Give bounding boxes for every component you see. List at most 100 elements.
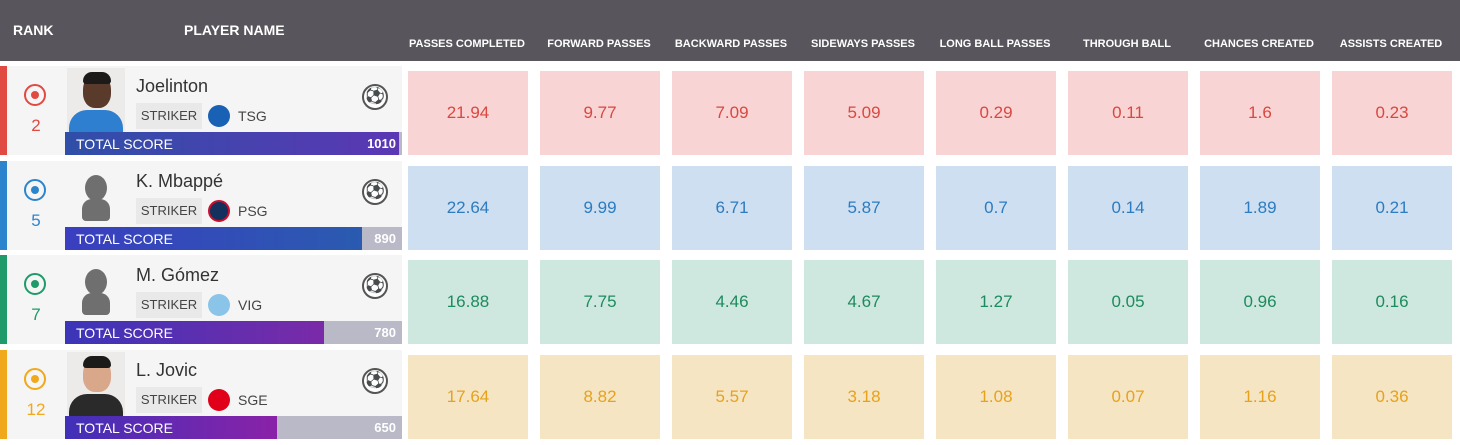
column-header-backward-passes[interactable]: BACKWARD PASSES (674, 38, 788, 50)
stat-chances-created: 1.6 (1200, 71, 1320, 155)
total-score-value: 650 (374, 420, 396, 435)
total-score-fill (65, 132, 399, 155)
rank-cell: 5 (0, 161, 65, 250)
target-icon (24, 84, 46, 106)
club-name: PSG (238, 203, 268, 219)
psg-logo-icon (208, 200, 230, 222)
stat-forward-passes: 8.82 (540, 355, 660, 439)
total-score-fill (65, 416, 278, 439)
rank-column-header: RANK (13, 22, 54, 38)
stat-chances-created: 1.16 (1200, 355, 1320, 439)
player-name-column-header: PLAYER NAME (184, 22, 285, 38)
total-score-value: 1010 (367, 136, 396, 151)
rank-cell: 7 (0, 255, 65, 344)
stat-backward-passes: 5.57 (672, 355, 792, 439)
target-icon (24, 273, 46, 295)
stat-passes-completed: 21.94 (408, 71, 528, 155)
total-score-bar: TOTAL SCORE 890 (65, 227, 402, 250)
player-cell[interactable]: K. Mbappé STRIKER PSG ⚽ TOTAL SCORE 890 (65, 161, 402, 250)
total-score-bar: TOTAL SCORE 650 (65, 416, 402, 439)
rank-accent-bar (0, 161, 7, 250)
table-row[interactable]: 2 Joelinton STRIKER TSG ⚽ TOTAL SCORE 10… (0, 66, 1460, 155)
club-name: TSG (238, 108, 267, 124)
stat-through-ball: 0.14 (1068, 166, 1188, 250)
player-cell[interactable]: L. Jovic STRIKER SGE ⚽ TOTAL SCORE 650 (65, 350, 402, 439)
table-row[interactable]: 7 M. Gómez STRIKER VIG ⚽ TOTAL SCORE 780… (0, 255, 1460, 344)
player-silhouette-icon (67, 163, 125, 229)
column-header-passes-completed[interactable]: PASSES COMPLETED (409, 38, 525, 50)
position-badge: STRIKER (136, 387, 202, 413)
stat-chances-created: 0.96 (1200, 260, 1320, 344)
stat-sideways-passes: 3.18 (804, 355, 924, 439)
stat-backward-passes: 4.46 (672, 260, 792, 344)
table-row[interactable]: 12 L. Jovic STRIKER SGE ⚽ TOTAL SCORE 65… (0, 350, 1460, 439)
player-silhouette-icon (67, 257, 125, 323)
player-name[interactable]: Joelinton (136, 76, 209, 96)
soccer-ball-icon[interactable]: ⚽ (362, 368, 388, 394)
stat-long-ball-passes: 1.08 (936, 355, 1056, 439)
player-cell[interactable]: M. Gómez STRIKER VIG ⚽ TOTAL SCORE 780 (65, 255, 402, 344)
rank-number: 2 (31, 116, 41, 135)
stat-forward-passes: 7.75 (540, 260, 660, 344)
soccer-ball-icon[interactable]: ⚽ (362, 179, 388, 205)
total-score-fill (65, 321, 325, 344)
rank-number: 5 (31, 211, 41, 230)
total-score-label: TOTAL SCORE (76, 136, 173, 152)
position-badge: STRIKER (136, 198, 202, 224)
player-name[interactable]: M. Gómez (136, 265, 220, 285)
rank-accent-bar (0, 66, 7, 155)
stat-sideways-passes: 4.67 (804, 260, 924, 344)
stat-chances-created: 1.89 (1200, 166, 1320, 250)
stat-assists-created: 0.36 (1332, 355, 1452, 439)
total-score-fill (65, 227, 362, 250)
target-icon (24, 179, 46, 201)
eintracht-frankfurt-logo-icon (208, 389, 230, 411)
stat-assists-created: 0.23 (1332, 71, 1452, 155)
rank-number: 12 (26, 400, 46, 419)
column-header-forward-passes[interactable]: FORWARD PASSES (547, 38, 651, 50)
rank-accent-bar (0, 350, 7, 439)
column-header-long-ball-passes[interactable]: LONG BALL PASSES (939, 38, 1051, 50)
column-header-assists-created[interactable]: ASSISTS CREATED (1339, 38, 1443, 50)
rank-cell: 2 (0, 66, 65, 155)
player-photo (67, 68, 125, 134)
player-cell[interactable]: Joelinton STRIKER TSG ⚽ TOTAL SCORE 1010 (65, 66, 402, 155)
stat-backward-passes: 6.71 (672, 166, 792, 250)
stat-assists-created: 0.21 (1332, 166, 1452, 250)
stat-long-ball-passes: 0.29 (936, 71, 1056, 155)
stat-through-ball: 0.11 (1068, 71, 1188, 155)
club-name: VIG (238, 297, 263, 313)
column-header-sideways-passes[interactable]: SIDEWAYS PASSES (811, 38, 915, 50)
rank-number: 7 (31, 305, 41, 324)
table-row[interactable]: 5 K. Mbappé STRIKER PSG ⚽ TOTAL SCORE 89… (0, 161, 1460, 250)
stat-forward-passes: 9.99 (540, 166, 660, 250)
stat-passes-completed: 17.64 (408, 355, 528, 439)
player-name[interactable]: K. Mbappé (136, 171, 224, 191)
player-name[interactable]: L. Jovic (136, 360, 198, 380)
player-photo (67, 352, 125, 418)
column-header-through-ball[interactable]: THROUGH BALL (1083, 38, 1171, 50)
rank-accent-bar (0, 255, 7, 344)
position-badge: STRIKER (136, 292, 202, 318)
stat-sideways-passes: 5.09 (804, 71, 924, 155)
total-score-value: 890 (374, 231, 396, 246)
soccer-ball-icon[interactable]: ⚽ (362, 84, 388, 110)
soccer-ball-icon[interactable]: ⚽ (362, 273, 388, 299)
stat-through-ball: 0.05 (1068, 260, 1188, 344)
total-score-label: TOTAL SCORE (76, 420, 173, 436)
table-header: RANK PLAYER NAME PASSES COMPLETED FORWAR… (0, 0, 1460, 61)
club-name: SGE (238, 392, 268, 408)
stat-through-ball: 0.07 (1068, 355, 1188, 439)
celta-vigo-logo-icon (208, 294, 230, 316)
target-icon (24, 368, 46, 390)
rank-cell: 12 (0, 350, 65, 439)
stat-passes-completed: 16.88 (408, 260, 528, 344)
total-score-bar: TOTAL SCORE 1010 (65, 132, 402, 155)
stat-assists-created: 0.16 (1332, 260, 1452, 344)
stat-backward-passes: 7.09 (672, 71, 792, 155)
hoffenheim-logo-icon (208, 105, 230, 127)
total-score-value: 780 (374, 325, 396, 340)
stat-forward-passes: 9.77 (540, 71, 660, 155)
position-badge: STRIKER (136, 103, 202, 129)
column-header-chances-created[interactable]: CHANCES CREATED (1204, 38, 1314, 50)
